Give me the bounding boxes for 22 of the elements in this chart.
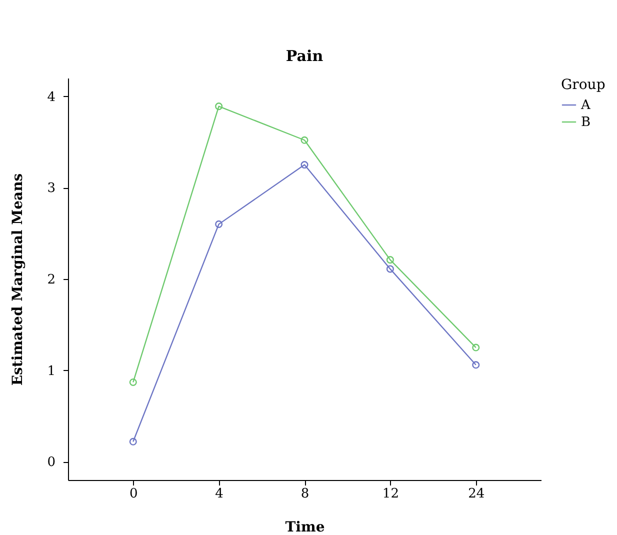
point [386, 256, 394, 264]
point [300, 161, 308, 169]
point [215, 220, 223, 228]
x-tick-label: 4 [215, 486, 224, 502]
x-tick-label: 8 [300, 486, 310, 502]
point [300, 136, 308, 144]
point [215, 102, 223, 110]
legend-title: Group [561, 77, 606, 93]
y-tick-label: 1 [47, 364, 56, 379]
x-axis-title: Time [285, 520, 325, 535]
y-tick-label: 4 [47, 90, 56, 105]
point [386, 265, 394, 273]
y-tick-label: 3 [47, 181, 56, 196]
legend-label: B [581, 115, 591, 130]
y-axis-title: Estimated Marginal Means [10, 173, 26, 386]
x-tick-label: 24 [468, 486, 485, 502]
y-tick-label: 2 [47, 272, 56, 288]
chart-title: Pain [286, 47, 324, 65]
y-tick-label: 0 [47, 455, 56, 470]
x-tick-label: 0 [129, 486, 138, 502]
legend-label: A [580, 98, 591, 113]
x-tick-label: 12 [382, 486, 399, 502]
